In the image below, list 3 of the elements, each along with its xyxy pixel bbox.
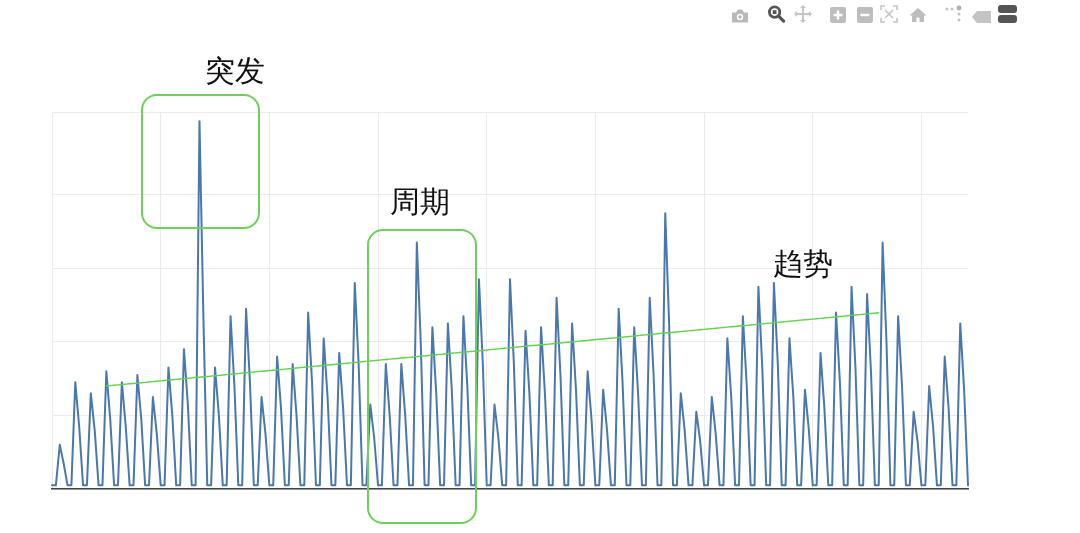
text: 突发 <box>205 53 265 88</box>
annotation: 周期 <box>390 184 450 219</box>
annotation: 趋势 <box>773 246 833 281</box>
